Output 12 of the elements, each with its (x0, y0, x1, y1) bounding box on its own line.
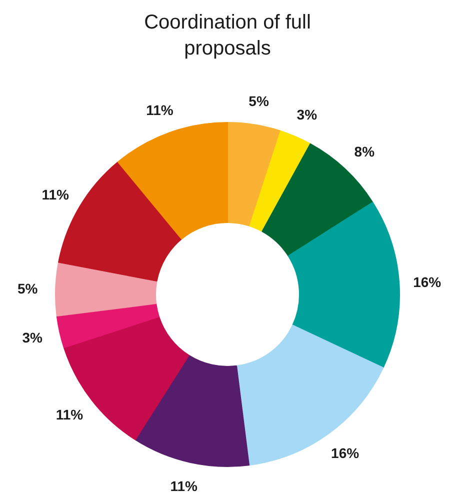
data-label: 16% (413, 274, 442, 290)
data-label: 5% (248, 92, 270, 109)
data-label: 3% (22, 329, 43, 346)
data-label: 11% (42, 186, 70, 203)
data-label: 11% (56, 406, 84, 423)
data-label: 5% (17, 280, 38, 296)
data-label: 11% (146, 102, 174, 118)
chart-title: Coordination of full proposals (144, 12, 311, 60)
data-label: 11% (170, 478, 198, 494)
data-label: 16% (331, 445, 360, 462)
data-label: 8% (354, 144, 376, 160)
data-label: 3% (296, 106, 318, 123)
